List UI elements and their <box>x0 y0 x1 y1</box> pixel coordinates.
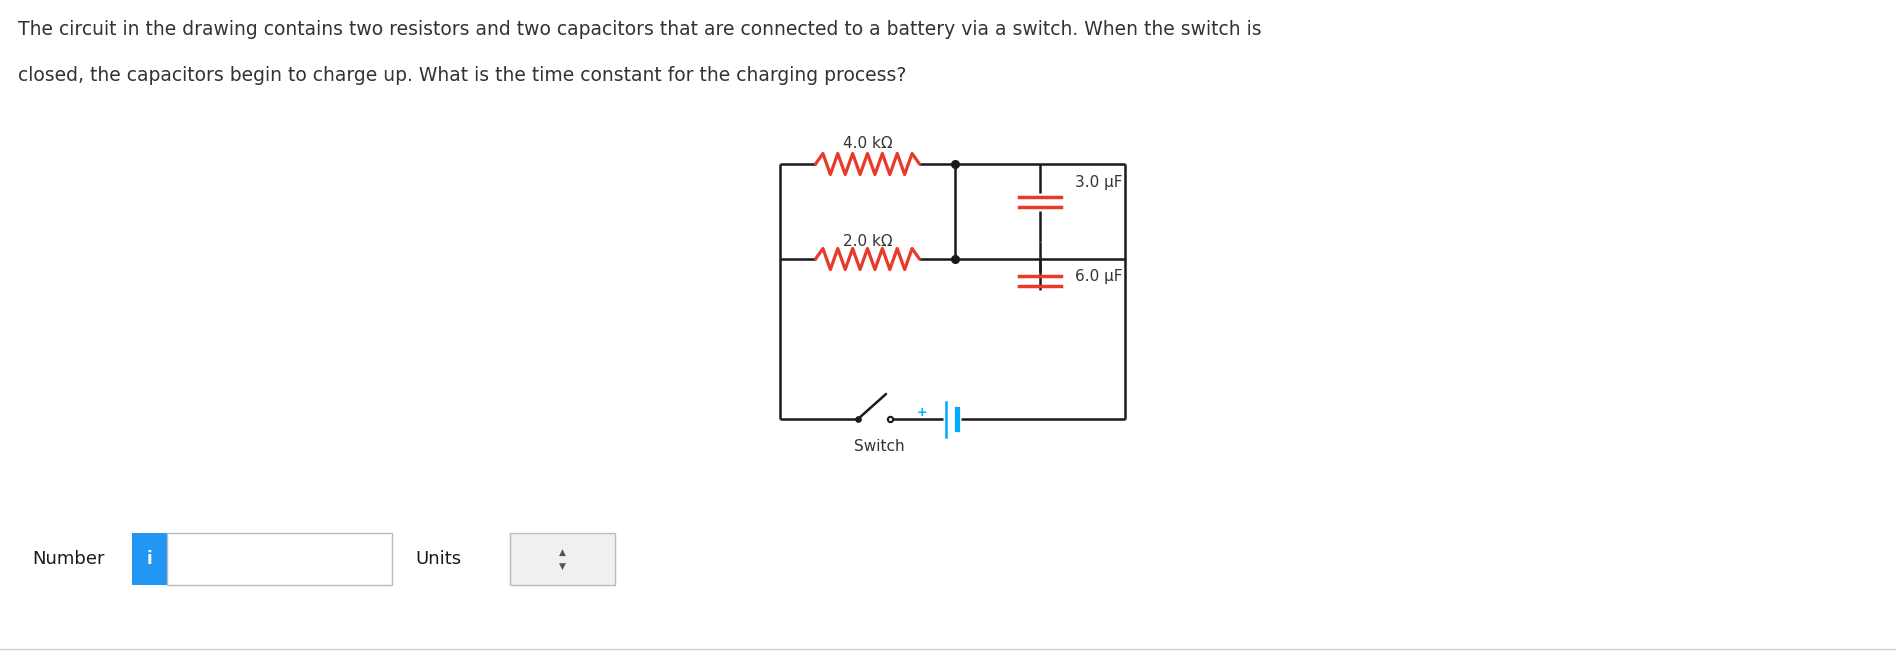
Text: i: i <box>146 550 152 568</box>
Text: 2.0 kΩ: 2.0 kΩ <box>842 234 893 249</box>
FancyBboxPatch shape <box>133 533 167 585</box>
Text: closed, the capacitors begin to charge up. What is the time constant for the cha: closed, the capacitors begin to charge u… <box>17 66 906 85</box>
Text: +: + <box>916 406 927 420</box>
Text: Switch: Switch <box>853 439 904 454</box>
Text: ▲: ▲ <box>559 548 565 556</box>
FancyBboxPatch shape <box>167 533 392 585</box>
Text: 4.0 kΩ: 4.0 kΩ <box>842 136 893 151</box>
FancyBboxPatch shape <box>510 533 614 585</box>
Text: The circuit in the drawing contains two resistors and two capacitors that are co: The circuit in the drawing contains two … <box>17 20 1261 39</box>
Text: 3.0 μF: 3.0 μF <box>1075 175 1122 189</box>
Text: Units: Units <box>415 550 461 568</box>
Text: 6.0 μF: 6.0 μF <box>1075 268 1122 284</box>
Text: Number: Number <box>32 550 104 568</box>
Text: ▼: ▼ <box>559 562 565 570</box>
